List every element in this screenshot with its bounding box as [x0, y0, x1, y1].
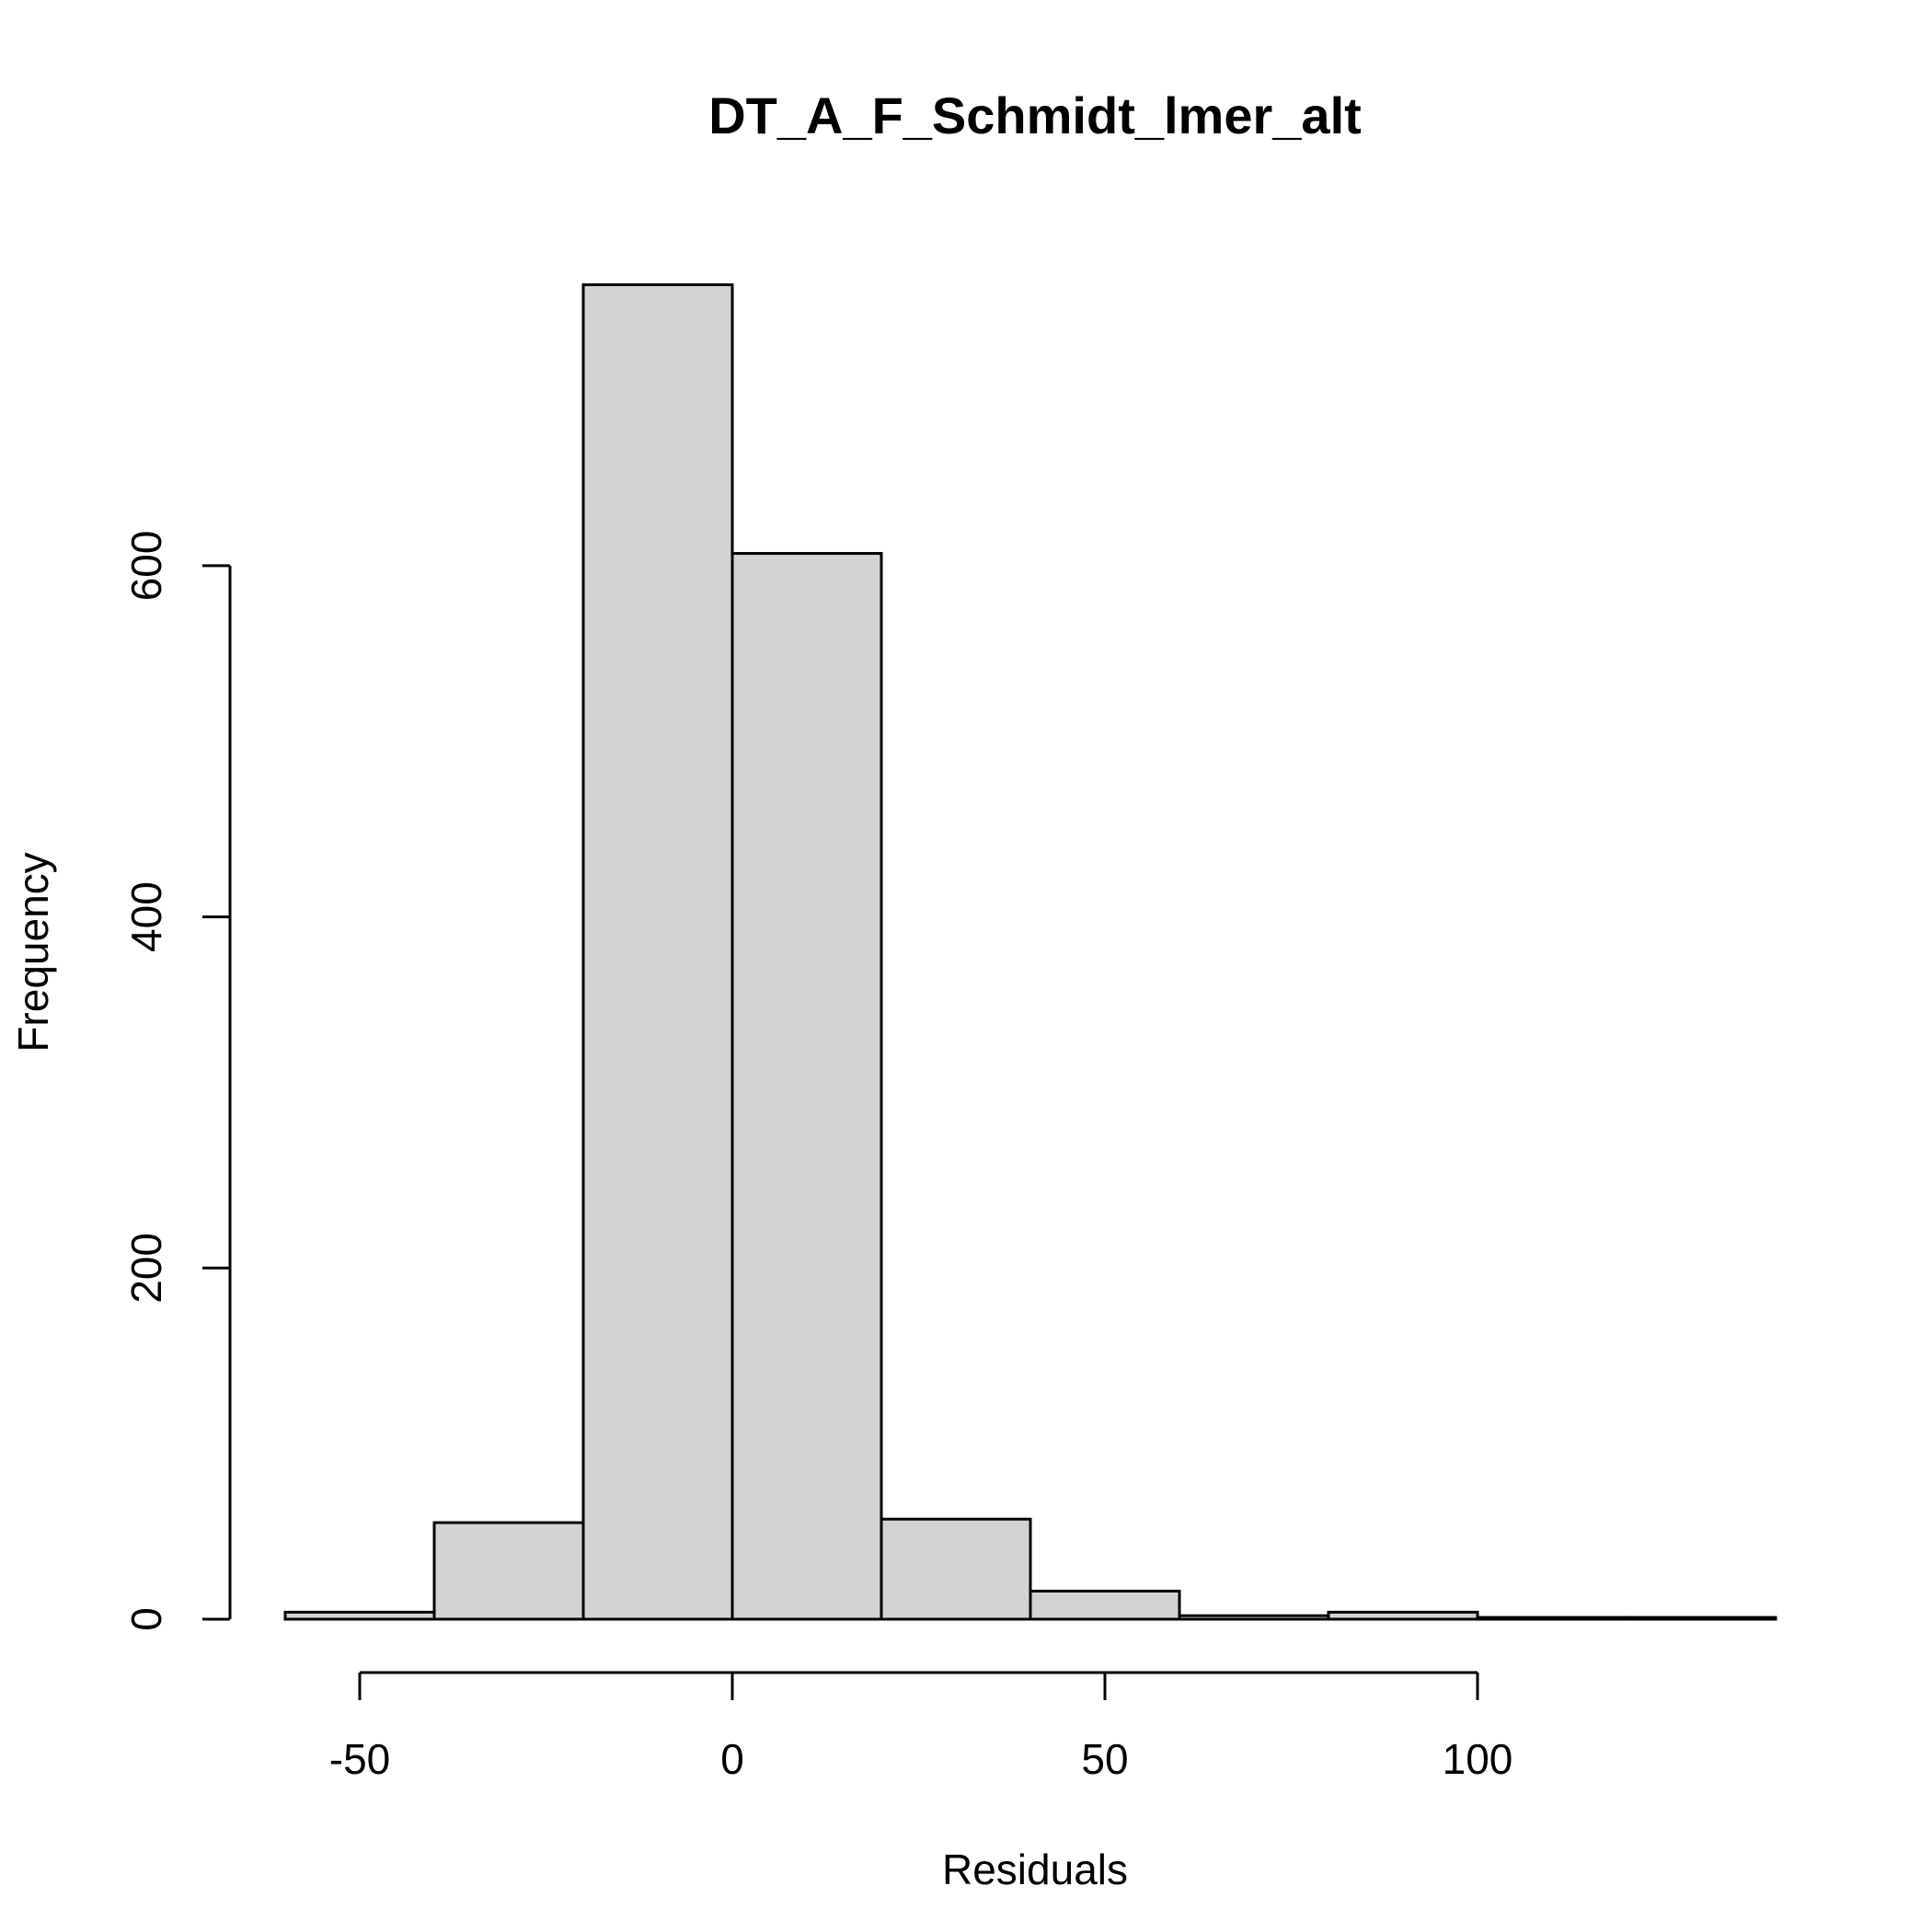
histogram-bar	[283, 1610, 436, 1621]
y-tick-label: 200	[122, 1233, 170, 1304]
histogram-bar	[1178, 1614, 1330, 1621]
histogram-bar	[432, 1521, 585, 1621]
bars-group	[283, 283, 1777, 1621]
y-tick-label: 400	[122, 881, 170, 952]
y-tick-label: 600	[122, 531, 170, 602]
histogram-bar	[880, 1517, 1032, 1621]
x-tick-label: -50	[329, 1735, 390, 1783]
y-axis-ticks: 0 200 400 600	[122, 531, 230, 1631]
y-axis-label: Frequency	[9, 852, 57, 1052]
x-tick-label: 50	[1081, 1735, 1128, 1783]
chart-title: DT_A_F_Schmidt_lmer_alt	[708, 86, 1362, 144]
histogram-bar	[1029, 1589, 1181, 1621]
x-tick-label: 0	[720, 1735, 744, 1783]
histogram-bar	[581, 283, 734, 1621]
y-tick-label: 0	[122, 1607, 170, 1631]
histogram-bar	[730, 552, 883, 1621]
x-axis-label: Residuals	[942, 1846, 1128, 1893]
x-tick-label: 100	[1443, 1735, 1513, 1783]
x-axis-ticks: -50 0 50 100	[329, 1673, 1513, 1783]
histogram-bar	[1476, 1616, 1628, 1621]
histogram-bar	[1625, 1616, 1777, 1621]
histogram-bar	[1327, 1610, 1479, 1621]
